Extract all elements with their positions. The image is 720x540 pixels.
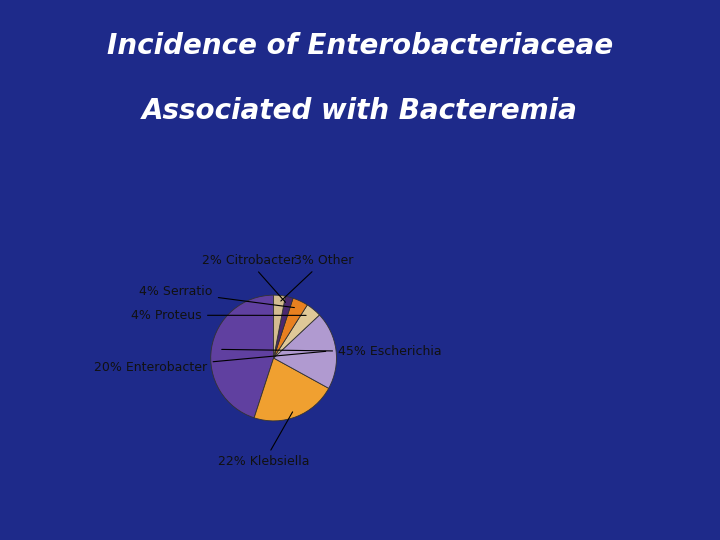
Text: Associated with Bacteremia: Associated with Bacteremia — [142, 97, 578, 125]
Wedge shape — [274, 305, 320, 358]
Wedge shape — [254, 358, 329, 421]
Wedge shape — [274, 296, 293, 358]
Text: 45% Escherichia: 45% Escherichia — [222, 345, 442, 358]
Text: 22% Klebsiella: 22% Klebsiella — [218, 412, 310, 468]
Text: 4% Serratio: 4% Serratio — [140, 286, 294, 308]
Text: 3% Other: 3% Other — [281, 254, 354, 301]
Text: 2% Citrobacter: 2% Citrobacter — [202, 254, 295, 302]
Text: 20% Enterobacter: 20% Enterobacter — [94, 352, 325, 374]
Text: 4% Proteus: 4% Proteus — [131, 309, 306, 322]
Text: Incidence of Enterobacteriaceae: Incidence of Enterobacteriaceae — [107, 32, 613, 60]
Wedge shape — [274, 298, 307, 358]
Wedge shape — [274, 295, 285, 358]
Wedge shape — [211, 295, 274, 418]
Wedge shape — [274, 315, 336, 388]
